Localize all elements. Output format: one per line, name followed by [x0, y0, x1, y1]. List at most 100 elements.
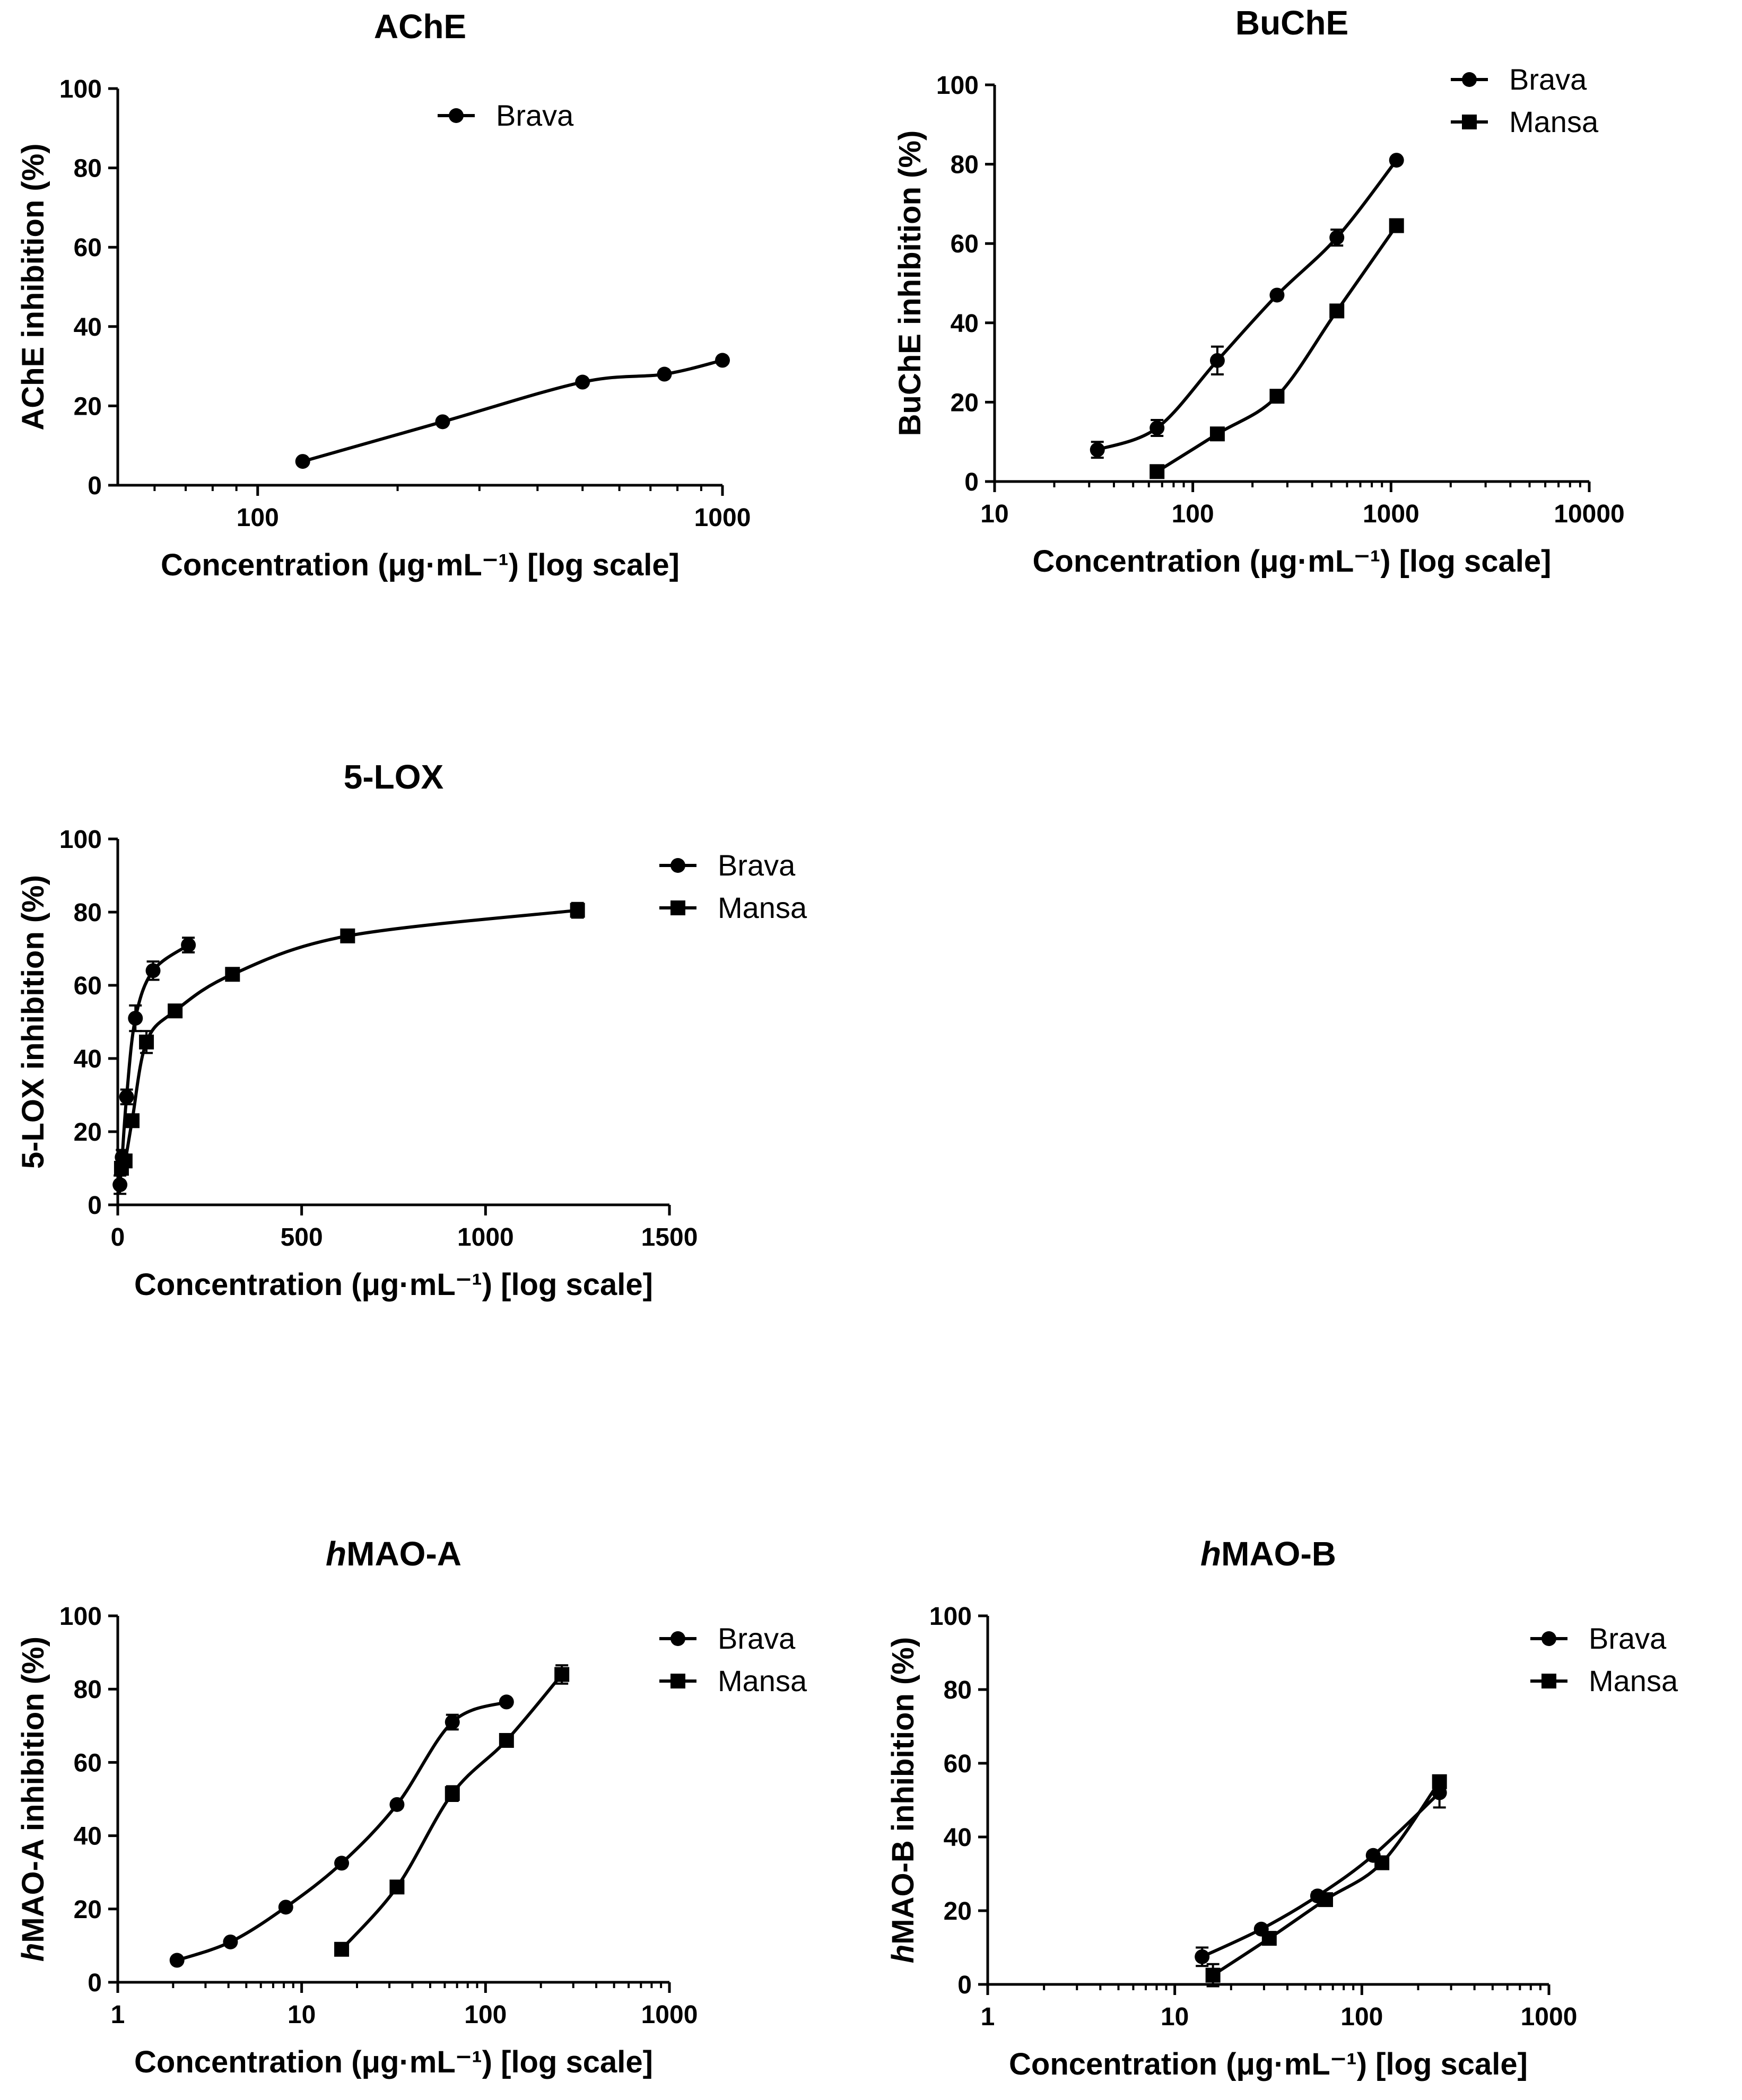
y-tick-label: 0	[88, 1192, 102, 1220]
x-axis-label: Concentration (μg·mL⁻¹) [log scale]	[1009, 2047, 1528, 2081]
data-point	[278, 1900, 293, 1915]
x-tick-label: 1500	[641, 1223, 698, 1252]
data-point	[119, 1089, 134, 1105]
y-label-prefix: h	[886, 1945, 920, 1963]
legend: Brava Mansa	[659, 848, 807, 924]
y-tick-label: 20	[944, 1897, 972, 1926]
data-point	[554, 1667, 570, 1682]
y-axis-label: 5-LOX inhibition (%)	[16, 875, 50, 1169]
y-tick-label: 40	[74, 1823, 102, 1851]
legend: Brava Mansa	[1451, 63, 1599, 138]
data-point	[389, 1797, 405, 1812]
series-brava	[295, 353, 730, 469]
y-label-text: MAO-B inhibition (%)	[886, 1637, 920, 1945]
x-tick-label: 1000	[694, 504, 751, 532]
y-label-text: AChE inhibition (%)	[16, 143, 50, 430]
data-point	[340, 928, 355, 943]
x-axis-label: Concentration (μg·mL⁻¹) [log scale]	[161, 548, 680, 582]
panel-ache: AChE 0 20 40 60 80 100 100 1000 Concentration (μg…	[16, 7, 751, 582]
legend-marker	[670, 1674, 685, 1688]
x-axis-label: Concentration (μg·mL⁻¹) [log scale]	[134, 2045, 653, 2079]
data-point	[223, 1934, 238, 1949]
y-tick-label: 60	[944, 1750, 972, 1778]
y-tick-label: 20	[74, 392, 102, 421]
y-tick-label: 80	[944, 1676, 972, 1704]
x-tick-label: 1	[981, 2003, 995, 2031]
y-tick-label: 100	[936, 72, 979, 100]
data-point	[1389, 153, 1404, 168]
y-tick-label: 80	[74, 155, 102, 183]
data-point	[715, 353, 730, 368]
legend: Brava Mansa	[1530, 1622, 1678, 1698]
legend-marker	[1462, 72, 1477, 87]
chart-title: AChE	[374, 7, 466, 46]
data-point	[389, 1879, 405, 1895]
legend-label: Brava	[718, 1622, 796, 1655]
y-tick-label: 80	[74, 1676, 102, 1704]
y-tick-label: 40	[74, 313, 102, 342]
data-point	[499, 1694, 514, 1710]
x-tick-label: 10000	[1554, 500, 1624, 528]
data-point	[1269, 287, 1285, 303]
legend-label: Brava	[1509, 63, 1587, 96]
legend-label: Mansa	[1589, 1664, 1678, 1698]
data-point	[128, 1011, 143, 1026]
x-tick-label: 1000	[641, 2001, 698, 2029]
title-text: AChE	[374, 7, 466, 46]
y-tick-label: 60	[951, 230, 979, 258]
data-point	[1205, 1967, 1221, 1983]
y-tick-label: 60	[74, 1749, 102, 1777]
y-tick-label: 20	[74, 1896, 102, 1924]
legend-label: Mansa	[718, 1664, 807, 1698]
y-axis-label: AChE inhibition (%)	[16, 143, 50, 430]
x-tick-label: 1000	[1363, 500, 1419, 528]
data-point	[1329, 303, 1345, 319]
y-axis-label: hMAO-A inhibition (%)	[16, 1637, 50, 1962]
legend-marker	[670, 1631, 685, 1646]
title-text: BuChE	[1235, 4, 1348, 42]
data-point	[445, 1714, 460, 1730]
data-point	[1318, 1892, 1333, 1908]
y-tick-label: 40	[951, 310, 979, 338]
title-text: MAO-A	[346, 1535, 461, 1573]
y-tick-label: 20	[74, 1118, 102, 1147]
x-tick-label: 500	[281, 1223, 323, 1252]
x-axis-label: Concentration (μg·mL⁻¹) [log scale]	[1033, 544, 1552, 579]
x-tick-label: 10	[980, 500, 1008, 528]
y-tick-label: 80	[74, 899, 102, 927]
data-point	[334, 1856, 350, 1871]
chart-title: BuChE	[1235, 4, 1348, 42]
y-axis-label: BuChE inhibition (%)	[893, 130, 927, 436]
title-prefix: h	[326, 1535, 346, 1573]
data-point	[1090, 442, 1105, 458]
legend: Brava Mansa	[659, 1622, 807, 1698]
data-point	[1149, 464, 1165, 479]
data-point	[168, 1003, 183, 1019]
legend-label: Mansa	[1509, 105, 1599, 138]
y-tick-label: 0	[964, 468, 979, 496]
data-point	[1374, 1855, 1390, 1870]
x-tick-label: 100	[464, 2001, 507, 2029]
series-brava	[1090, 153, 1404, 459]
legend-label: Brava	[496, 99, 574, 132]
data-point	[1149, 421, 1165, 436]
legend-label: Brava	[718, 848, 796, 882]
series-mansa	[114, 902, 585, 1176]
data-point	[1389, 218, 1404, 233]
x-tick-label: 1	[111, 2001, 125, 2029]
data-point	[169, 1953, 185, 1968]
series-line	[1156, 224, 1398, 473]
x-tick-label: 100	[237, 504, 279, 532]
data-point	[575, 374, 590, 390]
legend: Brava	[438, 99, 574, 132]
data-point	[181, 938, 196, 953]
data-point	[145, 963, 161, 978]
chart-title: 5-LOX	[344, 758, 444, 796]
y-tick-label: 0	[957, 1971, 972, 1999]
title-text: 5-LOX	[344, 758, 444, 796]
series-brava	[1195, 1777, 1447, 1967]
